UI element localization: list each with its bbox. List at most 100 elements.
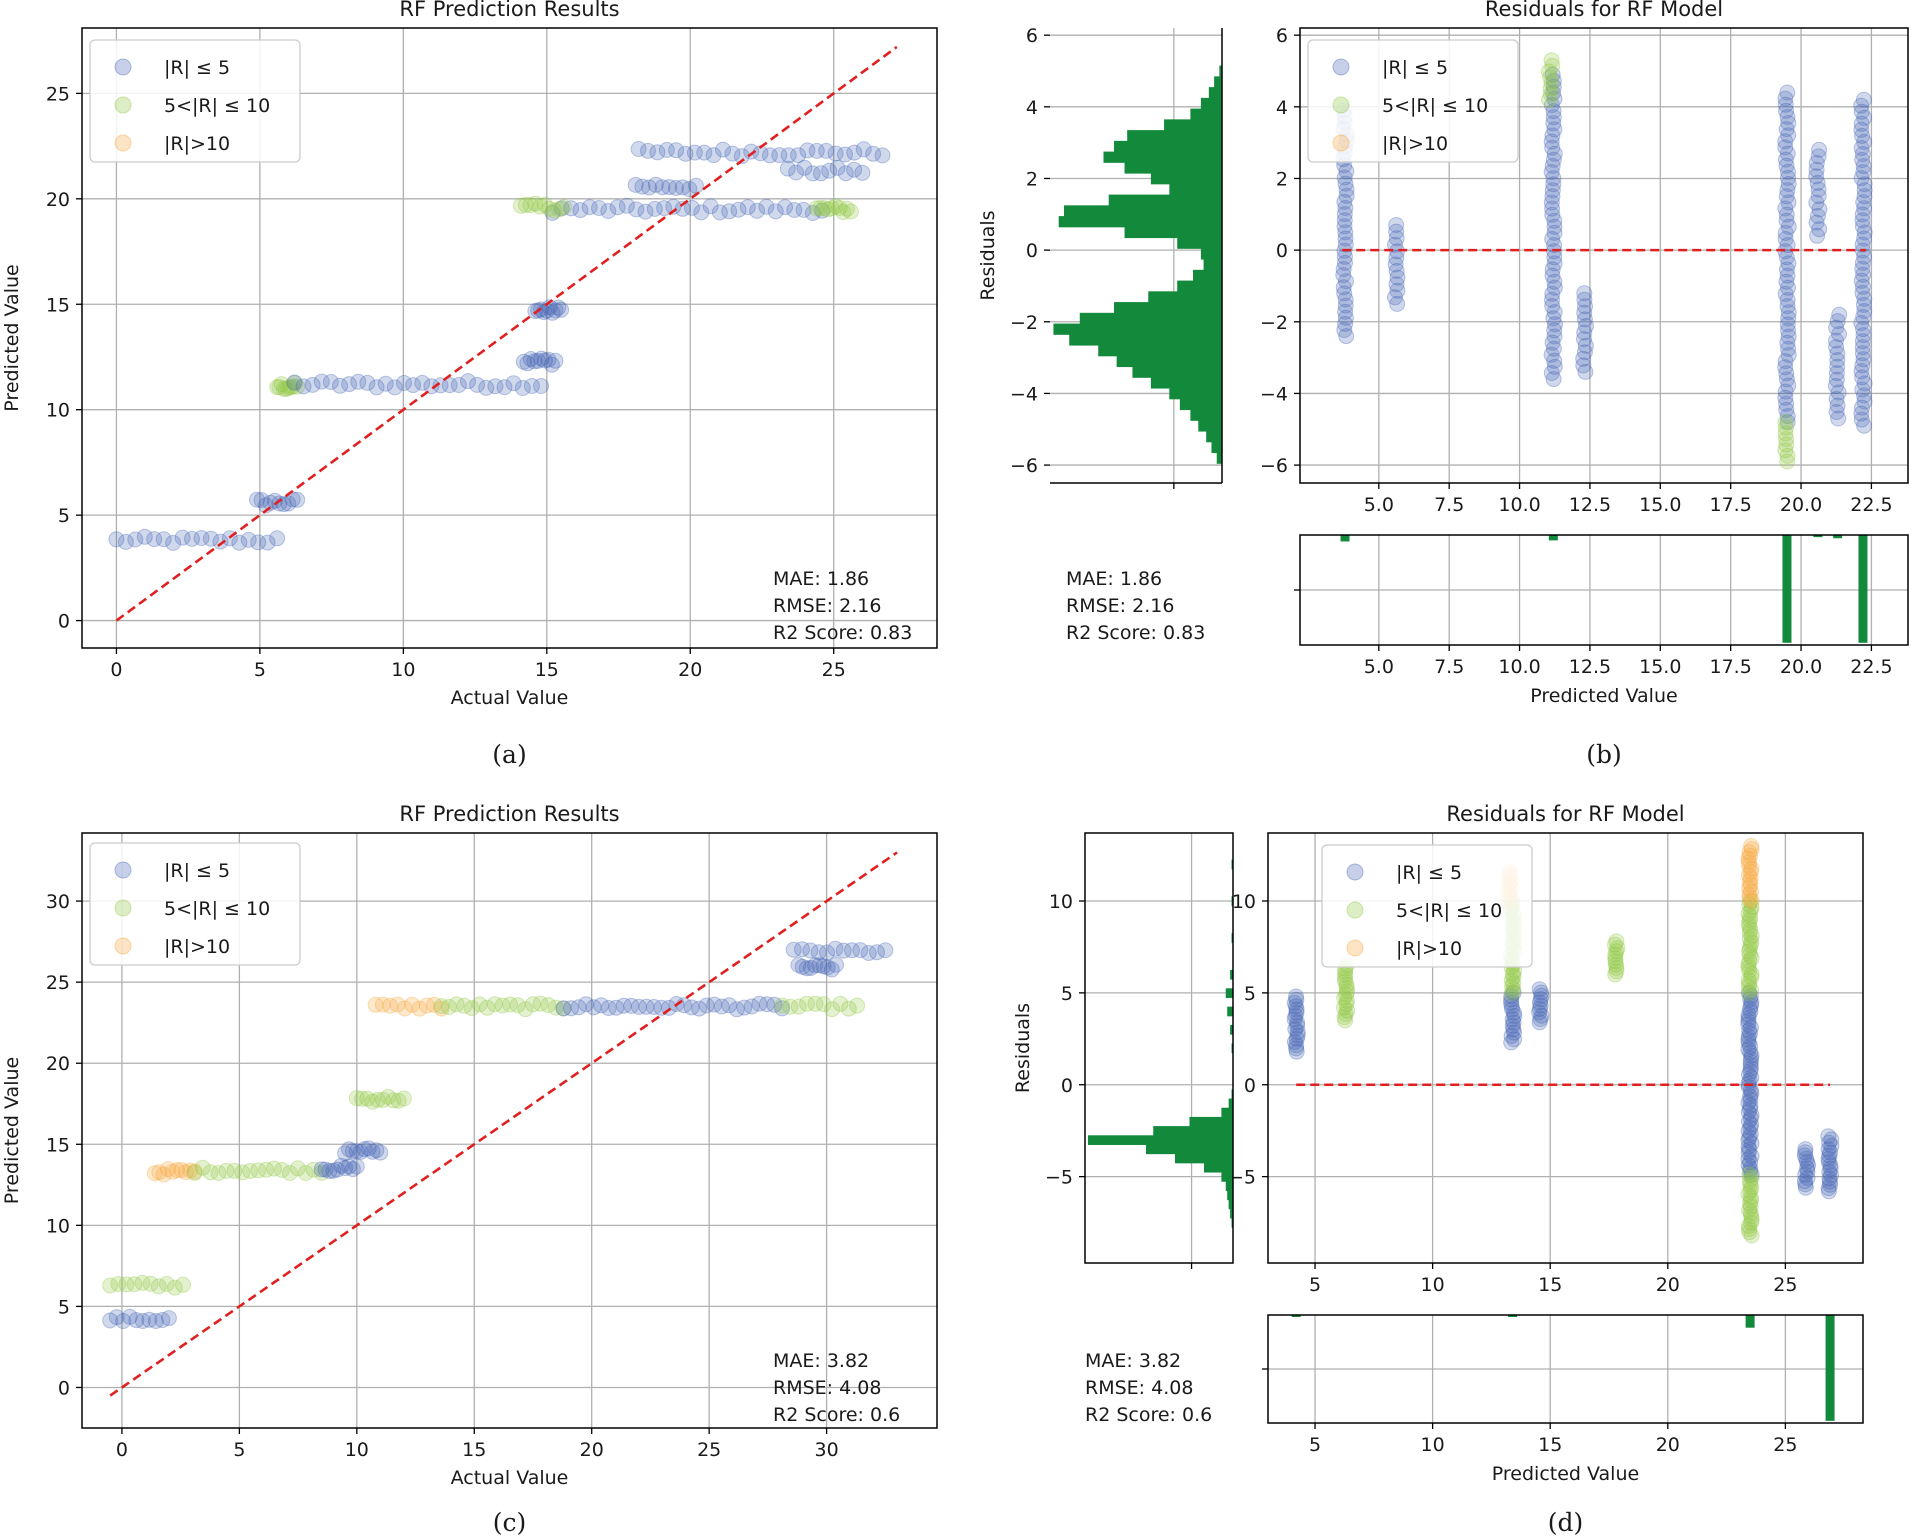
scatter-point	[585, 999, 602, 1016]
scatter-point	[758, 996, 775, 1013]
scatter-point	[798, 960, 815, 977]
hist-bar-y	[1203, 1162, 1233, 1173]
scatter-point	[1742, 1154, 1759, 1171]
scatter-point	[126, 1276, 143, 1293]
scatter-point	[543, 356, 560, 373]
scatter-point	[1544, 298, 1561, 314]
y-tick-label: 2	[1276, 168, 1288, 190]
scatter-point	[1780, 255, 1797, 272]
x-axis-label: Actual Value	[451, 687, 569, 709]
scatter-point	[1336, 169, 1353, 186]
scatter-point	[280, 495, 297, 512]
hist-bar-y	[1221, 1172, 1233, 1182]
scatter-point	[250, 534, 267, 551]
scatter-point	[1743, 893, 1760, 909]
scatter-point	[555, 1000, 572, 1017]
scatter-point	[313, 1164, 330, 1181]
x-tick-label: 22.5	[1850, 656, 1892, 678]
scatter-point	[827, 198, 844, 215]
scatter-point	[1808, 194, 1825, 211]
legend-box	[1307, 39, 1519, 163]
scatter-point	[1337, 224, 1354, 241]
scatter-point	[275, 380, 292, 397]
hist-bar-y	[1114, 302, 1222, 314]
scatter-point	[637, 203, 654, 220]
scatter-point	[1503, 972, 1520, 989]
scatter-point	[1742, 1091, 1759, 1108]
scatter-point	[117, 533, 134, 550]
scatter-point	[1855, 164, 1872, 181]
scatter-point	[1337, 1006, 1354, 1022]
scatter-point	[463, 1000, 480, 1017]
scatter-point	[1778, 371, 1795, 388]
scatter-point	[1609, 940, 1626, 956]
x-tick-label: 0	[110, 659, 122, 681]
scatter-point	[1741, 953, 1758, 970]
scatter-point	[771, 147, 788, 164]
y-tick-label: 15	[46, 294, 70, 316]
scatter-point	[581, 199, 598, 216]
scatter-point	[1741, 931, 1758, 947]
scatter-point	[1854, 333, 1871, 350]
scatter-point	[1389, 295, 1406, 312]
scatter-point	[1828, 365, 1845, 382]
scatter-point	[1777, 139, 1794, 156]
scatter-point	[344, 1143, 361, 1160]
scatter-point	[1777, 419, 1794, 436]
scatter-point	[1778, 102, 1795, 119]
scatter-point	[1389, 269, 1406, 286]
scatter-point	[175, 1276, 191, 1293]
scatter-point	[812, 200, 829, 216]
scatter-point	[1821, 1134, 1838, 1151]
scatter-point	[1796, 1147, 1813, 1164]
scatter-point	[1542, 69, 1559, 86]
scatter-point	[1741, 1195, 1758, 1212]
scatter-point	[313, 1161, 330, 1178]
hist-bar-y	[1169, 388, 1222, 400]
legend: |R| ≤ 5 5<|R| ≤ 10 |R|>10	[1307, 39, 1519, 163]
scatter-point	[1335, 261, 1352, 277]
scatter-point	[1742, 1088, 1759, 1105]
scatter-point	[839, 200, 856, 217]
y-tick-label: 25	[46, 83, 70, 105]
scatter-point	[102, 1312, 119, 1329]
scatter-point	[824, 1001, 841, 1018]
scatter-point	[505, 375, 522, 392]
scatter-point	[374, 1091, 391, 1108]
scatter-point	[865, 145, 882, 162]
y-tick-label: 4	[1026, 97, 1038, 119]
scatter-point	[1742, 1205, 1759, 1222]
scatter-point	[721, 203, 738, 220]
scatter-point	[649, 144, 666, 161]
scatter-point	[849, 997, 866, 1014]
scatter-point	[1742, 847, 1758, 864]
hist-bar-y	[1177, 237, 1222, 249]
scatter-point	[1741, 912, 1758, 928]
scatter-point	[1576, 331, 1592, 348]
scatter-point	[1853, 121, 1870, 138]
scatter-point	[591, 200, 607, 216]
scatter-point	[1740, 1138, 1757, 1155]
scatter-point	[842, 203, 859, 220]
scatter-point	[1504, 1017, 1521, 1034]
scatter-point	[1742, 1025, 1758, 1042]
scatter-point	[364, 1143, 381, 1160]
legend-marker-low	[1346, 863, 1364, 881]
scatter-point	[1856, 133, 1873, 150]
scatter-point	[758, 198, 775, 215]
scatter-point	[1808, 161, 1825, 178]
scatter-point	[1778, 121, 1795, 138]
points-d	[1286, 837, 1840, 1244]
scatter-point	[269, 379, 286, 396]
scatter-point	[1780, 310, 1797, 327]
axes-frame-a	[81, 27, 938, 649]
x-tick-label: 22.5	[1850, 494, 1892, 516]
scatter-point	[821, 162, 838, 179]
scatter-point	[1856, 224, 1873, 241]
scatter-point	[1608, 963, 1625, 980]
scatter-point	[286, 374, 303, 391]
scatter-point	[1779, 447, 1796, 464]
x-tick-label: 17.5	[1710, 656, 1752, 678]
scatter-point	[1608, 943, 1625, 960]
x-tick-label: 5	[1309, 1434, 1321, 1456]
